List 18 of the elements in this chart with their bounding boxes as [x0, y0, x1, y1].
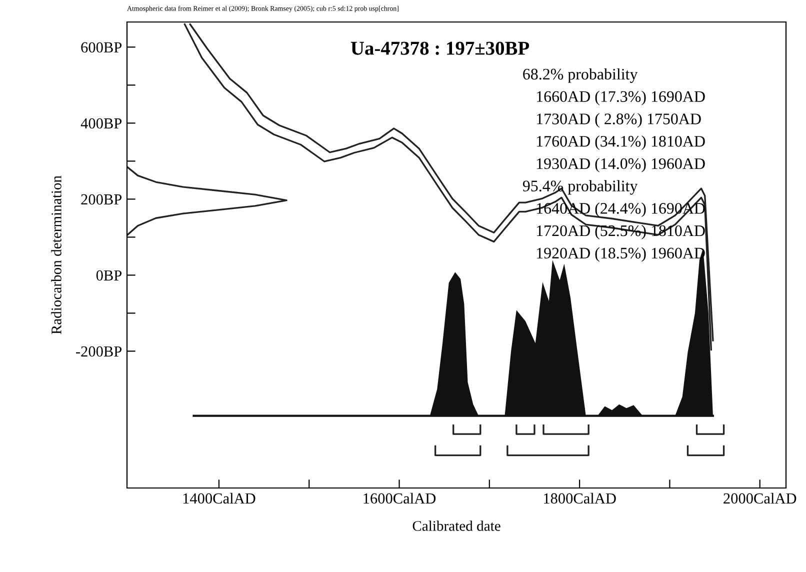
x-tick-label: 1600CalAD — [364, 492, 436, 504]
x-tick-label: 1400CalAD — [183, 492, 256, 504]
y-tick-label: 200BP — [81, 194, 122, 205]
y-tick-label: 600BP — [81, 42, 122, 53]
y-axis-title: Radiocarbon determination — [51, 176, 62, 334]
text: Ua-47378 : 197±30BP — [350, 42, 530, 55]
x-tick-label: 2000CalAD — [724, 492, 796, 504]
y-tick-label: 0BP — [96, 270, 122, 281]
x-tick-label: 1800CalAD — [544, 492, 616, 504]
annotation: 68.2% probability — [523, 68, 638, 83]
x-axis-title: Calibrated date — [412, 520, 500, 531]
annotation: 95.4% probability — [522, 180, 638, 195]
y-tick-label: 400BP — [80, 118, 122, 129]
y-tick-label: -200BP — [76, 346, 122, 357]
annotation: 1930AD (14.0%) 1960AD — [536, 158, 705, 172]
annotation: 1660AD (17.3%) 1690AD — [536, 90, 705, 106]
annotation: 1730AD ( 2.8%) 1750AD — [536, 113, 701, 128]
annotation: 1760AD (34.1%) 1810AD — [536, 135, 705, 150]
